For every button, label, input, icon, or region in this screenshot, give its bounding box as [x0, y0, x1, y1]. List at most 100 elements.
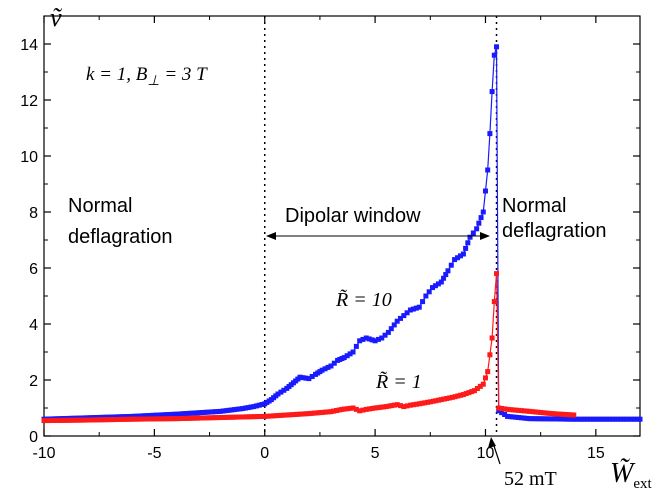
- data-point: [489, 89, 495, 95]
- vertical-lines: [263, 16, 498, 436]
- data-point: [322, 366, 328, 372]
- data-point: [549, 411, 555, 417]
- data-point: [507, 414, 513, 420]
- data-point: [491, 299, 497, 305]
- data-point: [404, 403, 410, 409]
- data-point: [325, 364, 331, 370]
- data-point: [72, 417, 78, 423]
- data-point: [499, 410, 505, 416]
- data-point: [101, 417, 107, 423]
- data-point: [516, 415, 522, 421]
- data-point: [489, 335, 495, 341]
- data-point: [251, 404, 257, 410]
- data-point: [226, 407, 232, 413]
- data-point: [513, 414, 519, 420]
- data-point: [420, 299, 426, 305]
- data-point: [127, 416, 133, 422]
- data-point: [466, 390, 472, 396]
- data-point: [382, 332, 388, 338]
- data-point: [465, 240, 471, 246]
- data-point: [360, 336, 366, 342]
- series-1: [41, 271, 577, 424]
- data-point: [379, 335, 385, 341]
- data-point: [485, 369, 491, 375]
- data-point: [199, 415, 205, 421]
- region-label-left-line1: Normal: [68, 195, 132, 217]
- y-tick-label-7: 14: [20, 37, 38, 54]
- data-point: [119, 414, 125, 420]
- data-point: [576, 416, 582, 422]
- series-layer: [41, 44, 643, 424]
- data-point: [524, 408, 530, 414]
- data-point: [601, 416, 607, 422]
- x-tick-label-4: 10: [477, 445, 495, 462]
- data-point: [228, 414, 234, 420]
- data-point: [166, 412, 172, 418]
- data-point: [116, 416, 122, 422]
- data-point: [220, 414, 226, 420]
- data-point: [369, 405, 375, 411]
- data-point: [496, 405, 502, 411]
- data-point: [587, 416, 593, 422]
- data-point: [46, 418, 52, 424]
- data-point: [433, 398, 439, 404]
- axes-frame: [43, 15, 641, 437]
- data-point: [521, 415, 527, 421]
- data-point: [80, 417, 86, 423]
- data-point: [480, 209, 486, 215]
- data-point: [366, 406, 372, 412]
- data-point: [634, 416, 640, 422]
- data-point: [145, 413, 151, 419]
- data-point: [267, 413, 273, 419]
- data-point: [499, 405, 505, 411]
- data-point: [59, 417, 65, 423]
- data-point: [278, 389, 284, 395]
- data-point: [350, 405, 356, 411]
- data-point: [482, 188, 488, 194]
- data-point: [109, 417, 115, 423]
- data-point: [430, 398, 436, 404]
- data-point: [558, 416, 564, 422]
- data-point: [140, 413, 146, 419]
- data-point: [331, 360, 337, 366]
- data-point: [422, 400, 428, 406]
- data-point: [306, 411, 312, 417]
- data-point: [241, 414, 247, 420]
- data-point: [289, 412, 295, 418]
- parameter-label: k = 1, B⊥ = 3 T: [86, 64, 208, 89]
- data-point: [571, 412, 577, 418]
- x-tick-label-1: -5: [147, 445, 161, 462]
- data-point: [158, 416, 164, 422]
- data-point: [460, 251, 466, 257]
- region-label-left-line2: deflagration: [68, 226, 173, 248]
- region-label-right-line1: Normal: [502, 195, 566, 217]
- data-point: [145, 416, 151, 422]
- data-point: [380, 404, 386, 410]
- data-point: [518, 408, 524, 414]
- y-tick-label-5: 10: [20, 149, 38, 166]
- data-point: [192, 410, 198, 416]
- data-point: [455, 255, 461, 261]
- x-tick-label-5: 15: [587, 445, 605, 462]
- data-point: [132, 416, 138, 422]
- y-tick-label-6: 12: [20, 93, 38, 110]
- data-point: [344, 353, 350, 359]
- data-point: [281, 412, 287, 418]
- data-point: [153, 416, 159, 422]
- data-point: [70, 417, 76, 423]
- ticks: -10 -5 0 5 10 15 0 2 4 6 8 10 12 14: [20, 16, 640, 462]
- data-point: [441, 275, 447, 281]
- data-point: [482, 375, 488, 381]
- data-point: [150, 412, 156, 418]
- y-tick-label-2: 4: [29, 317, 38, 334]
- data-point: [212, 415, 218, 421]
- data-point: [240, 406, 246, 412]
- data-point: [160, 416, 166, 422]
- data-point: [215, 415, 221, 421]
- data-point: [612, 416, 618, 422]
- data-point: [103, 417, 109, 423]
- data-point: [547, 416, 553, 422]
- data-point: [339, 406, 345, 412]
- data-point: [168, 411, 174, 417]
- data-point: [378, 404, 384, 410]
